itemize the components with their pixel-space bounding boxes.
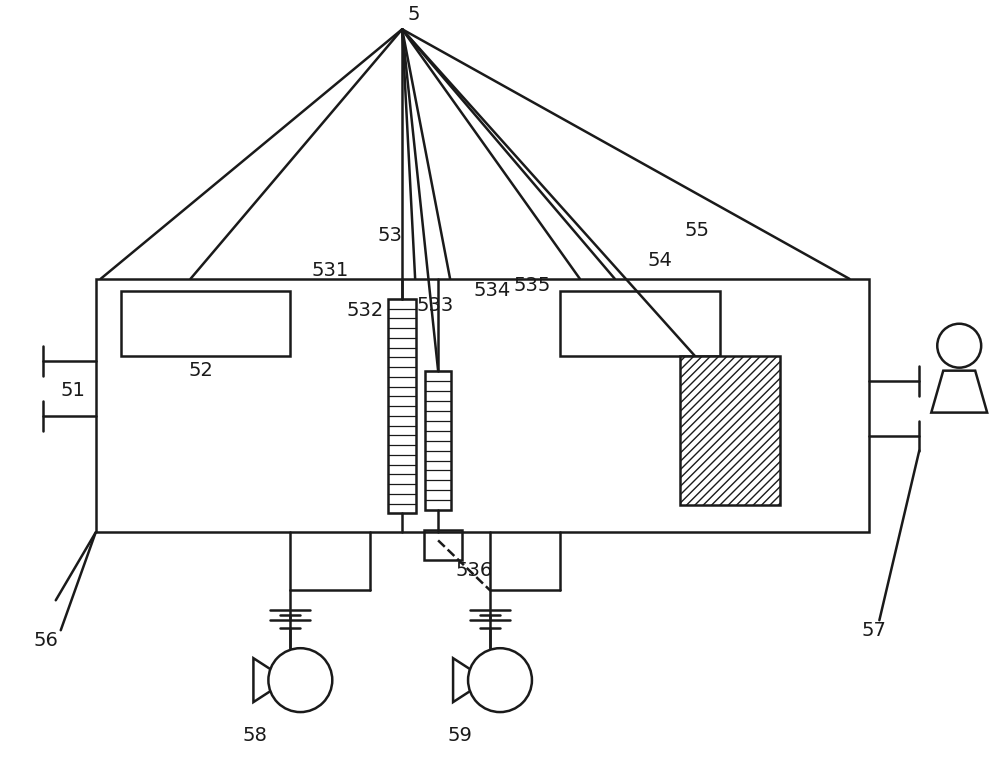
Bar [424, 530, 462, 560]
Text: 534: 534 [473, 281, 511, 300]
Circle shape [468, 648, 532, 712]
Text: 535: 535 [513, 277, 551, 296]
Bar [680, 356, 780, 506]
Text: 55: 55 [684, 222, 709, 241]
Bar [560, 291, 720, 356]
Text: 53: 53 [378, 226, 403, 245]
Polygon shape [453, 658, 487, 702]
Bar [121, 291, 290, 356]
Text: 533: 533 [416, 296, 454, 316]
Text: 58: 58 [243, 726, 268, 745]
Polygon shape [253, 658, 287, 702]
Text: 5: 5 [407, 5, 420, 24]
Text: 57: 57 [862, 620, 887, 639]
Circle shape [937, 324, 981, 367]
Text: 54: 54 [647, 251, 672, 270]
Text: 536: 536 [455, 561, 492, 580]
Text: 59: 59 [448, 726, 473, 745]
Text: 56: 56 [33, 631, 58, 649]
Polygon shape [931, 371, 987, 413]
Text: 532: 532 [347, 301, 384, 320]
Text: 52: 52 [188, 361, 213, 380]
Bar [388, 299, 416, 513]
Text: 531: 531 [312, 261, 349, 280]
Bar [96, 279, 869, 533]
Text: 51: 51 [61, 381, 86, 400]
Circle shape [268, 648, 332, 712]
Bar [425, 371, 451, 510]
